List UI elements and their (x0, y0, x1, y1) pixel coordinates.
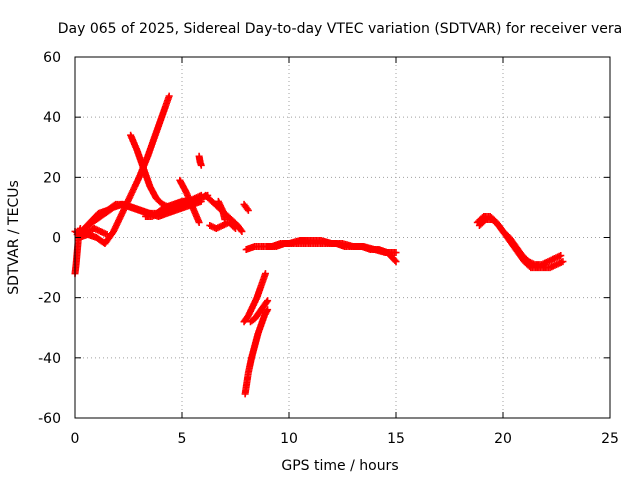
data-point-marker (392, 249, 400, 257)
data-point-marker (237, 226, 245, 234)
y-tick-label: 40 (43, 110, 61, 126)
data-point-marker (392, 258, 400, 266)
data-point-marker (264, 297, 272, 305)
y-tick-label: 0 (52, 231, 61, 247)
data-point-marker (232, 224, 239, 232)
series-s11 (206, 218, 239, 232)
data-point-marker (559, 258, 567, 266)
y-tick-label: -60 (38, 411, 61, 427)
data-point-marker (243, 205, 251, 213)
y-tick-label: 20 (43, 170, 61, 186)
chart-title: Day 065 of 2025, Sidereal Day-to-day VTE… (58, 21, 622, 37)
y-tick-label: -20 (38, 291, 61, 307)
series-s16 (240, 270, 269, 326)
x-tick-label: 25 (601, 431, 619, 447)
data-point-marker (264, 306, 272, 314)
data-point-marker (195, 218, 203, 226)
data-point-marker (197, 197, 205, 205)
x-axis-label: GPS time / hours (281, 458, 398, 474)
y-tick-label: 60 (43, 50, 61, 66)
data-point-marker (263, 298, 271, 306)
x-tick-label: 0 (71, 431, 80, 447)
data-point-marker (165, 92, 173, 100)
data-point-marker (221, 215, 229, 223)
data-points (71, 92, 567, 398)
series-s5 (71, 224, 111, 238)
data-point-marker (557, 252, 565, 260)
x-tick-label: 20 (494, 431, 512, 447)
series-s20 (475, 215, 567, 272)
x-tick-label: 15 (387, 431, 405, 447)
x-tick-label: 5 (178, 431, 187, 447)
data-point-marker (180, 197, 188, 205)
y-axis-label: SDTVAR / TECUs (6, 180, 22, 295)
series-s6 (127, 131, 205, 211)
data-point-marker (238, 227, 246, 235)
data-point-marker (197, 161, 205, 169)
data-point-marker (103, 230, 111, 238)
axis-ticks: 0 5 10 15 20 25 -60 -40 -20 0 20 40 60 (38, 50, 619, 447)
series-s15 (264, 240, 400, 266)
series-s13 (240, 200, 252, 214)
series-s3 (75, 92, 173, 248)
data-point-marker (230, 223, 238, 231)
y-tick-label: -40 (38, 351, 61, 367)
data-point-marker (244, 206, 252, 214)
series-s8 (176, 176, 203, 226)
series-s12 (214, 197, 229, 223)
series-s18 (246, 297, 272, 326)
series-s9 (195, 152, 205, 169)
data-point-marker (391, 256, 399, 264)
x-tick-label: 10 (280, 431, 298, 447)
series-s7 (142, 197, 188, 220)
data-point-marker (263, 307, 271, 315)
data-point-marker (261, 270, 269, 278)
series-s17 (241, 306, 272, 398)
grid-lines (75, 57, 610, 418)
